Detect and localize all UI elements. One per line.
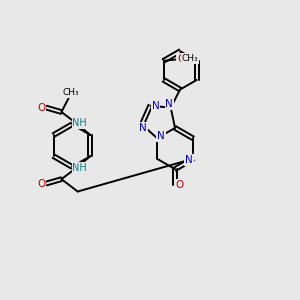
Text: O: O — [37, 178, 46, 189]
Text: O: O — [37, 103, 46, 112]
Text: N: N — [165, 99, 173, 109]
Text: N: N — [157, 131, 165, 141]
Text: N: N — [185, 155, 193, 165]
Text: CH₃: CH₃ — [63, 88, 80, 97]
Text: N: N — [152, 100, 159, 111]
Text: CH₃: CH₃ — [182, 54, 198, 63]
Text: O: O — [177, 54, 185, 64]
Text: N: N — [140, 123, 147, 133]
Text: NH: NH — [72, 163, 87, 173]
Text: O: O — [175, 180, 184, 190]
Text: NH: NH — [72, 118, 87, 128]
